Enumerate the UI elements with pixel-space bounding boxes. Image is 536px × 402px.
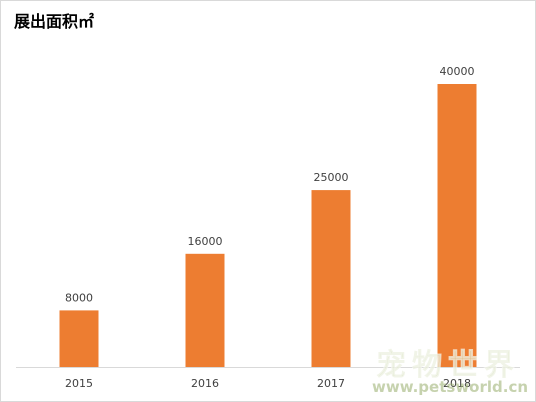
x-tick-label-2015: 2015 <box>65 377 93 390</box>
bar-2017 <box>311 190 351 367</box>
bar-2015 <box>59 310 99 367</box>
bar-2018 <box>437 84 477 367</box>
data-label-2016: 16000 <box>188 235 223 248</box>
x-tick-label-2017: 2017 <box>317 377 345 390</box>
data-label-2015: 8000 <box>65 291 93 304</box>
chart-title: 展出面积㎡ <box>14 12 95 31</box>
bars-group <box>59 84 477 367</box>
watermark-url: www.petsworld.cn <box>372 378 529 396</box>
data-label-2018: 40000 <box>440 65 475 78</box>
bar-2016 <box>185 253 225 367</box>
category-labels-group: 2015 2016 2017 2018 <box>65 377 471 390</box>
watermark-logo-text: 宠物世界 <box>376 348 520 384</box>
value-labels-group: 8000 16000 25000 40000 <box>65 65 475 304</box>
watermark: 宠物世界 www.petsworld.cn <box>372 340 532 398</box>
x-tick-label-2016: 2016 <box>191 377 219 390</box>
x-tick-label-2018: 2018 <box>443 377 471 390</box>
data-label-2017: 25000 <box>314 171 349 184</box>
